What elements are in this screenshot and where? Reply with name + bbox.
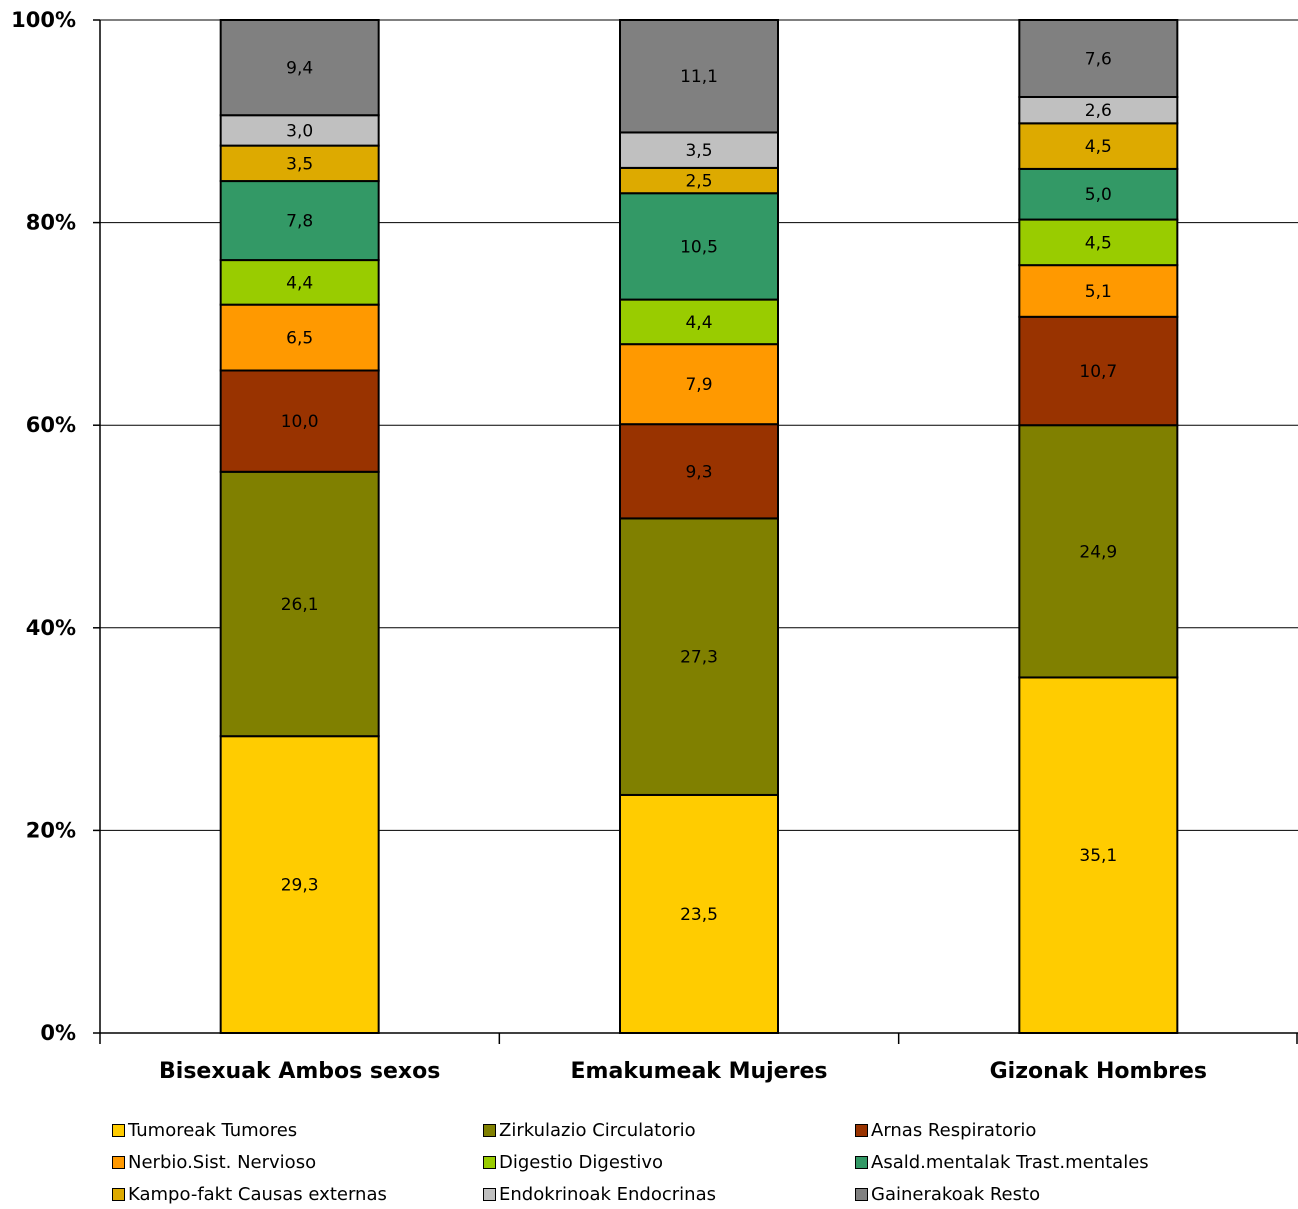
data-label: 4,5: [1085, 137, 1112, 157]
bar-segment: [619, 517, 779, 796]
labels: 0% 20% 40% 60% 80% 100% 29,3 26,1 10,0 6,5 4,4 7,8 3…: [11, 8, 1207, 1084]
data-label: 5,0: [1085, 185, 1112, 205]
legend-item: Asald.mentalak Trast.mentales: [855, 1152, 1149, 1173]
legend-swatch: [112, 1156, 125, 1169]
legend-label: Endokrinoak Endocrinas: [499, 1184, 716, 1205]
data-label: 4,4: [685, 313, 712, 333]
legend-swatch: [855, 1156, 868, 1169]
data-label: 2,6: [1085, 101, 1112, 121]
x-tick-label: Emakumeak Mujeres: [571, 1059, 828, 1084]
x-tick-label: Bisexuak Ambos sexos: [159, 1059, 440, 1084]
bar-segment: [619, 131, 779, 169]
legend-item: Digestio Digestivo: [483, 1152, 663, 1173]
legend-item: Gainerakoak Resto: [855, 1184, 1040, 1205]
legend-item: Zirkulazio Circulatorio: [483, 1120, 696, 1141]
bar-segment: [619, 343, 779, 426]
data-label: 3,5: [685, 141, 712, 161]
x-tick-label: Gizonak Hombres: [990, 1059, 1207, 1084]
legend-swatch: [112, 1188, 125, 1201]
data-label: 2,5: [685, 172, 712, 192]
bar-segment: [619, 423, 779, 520]
data-label: 23,5: [680, 905, 718, 925]
bar-segment: [1018, 424, 1179, 679]
legend-item: Arnas Respiratorio: [855, 1120, 1036, 1141]
bar-segment: [1018, 676, 1179, 1034]
legend-item: Nerbio.Sist. Nervioso: [112, 1152, 316, 1173]
legend-item: Endokrinoak Endocrinas: [483, 1184, 716, 1205]
legend-swatch: [483, 1156, 496, 1169]
data-label: 4,4: [286, 273, 313, 293]
axes: [93, 19, 1298, 1044]
y-tick-label: 0%: [40, 1021, 76, 1045]
bar-segment: [219, 735, 380, 1034]
bar-segment: [219, 114, 380, 147]
data-label: 7,9: [685, 375, 712, 395]
bar-segment: [219, 19, 380, 117]
bar-segments: [219, 19, 1179, 1034]
legend-label: Zirkulazio Circulatorio: [499, 1120, 696, 1141]
y-tick-label: 100%: [11, 8, 76, 32]
legend-label: Arnas Respiratorio: [871, 1120, 1037, 1141]
legend-label: Gainerakoak Resto: [871, 1184, 1041, 1205]
legend-label: Digestio Digestivo: [499, 1152, 663, 1173]
data-label: 7,8: [286, 212, 313, 232]
legend-item: Tumoreak Tumores: [112, 1120, 297, 1141]
data-label: 9,4: [286, 59, 313, 79]
legend-swatch: [855, 1188, 868, 1201]
bar-segment: [619, 19, 779, 134]
data-label: 26,1: [281, 595, 319, 615]
data-label: 24,9: [1079, 542, 1117, 562]
legend-swatch: [483, 1188, 496, 1201]
data-label: 9,3: [685, 462, 712, 482]
data-label: 11,1: [680, 67, 718, 87]
data-label: 27,3: [680, 648, 718, 668]
y-tick-label: 80%: [26, 211, 76, 235]
legend-label: Kampo-fakt Causas externas: [128, 1184, 387, 1205]
legend-label: Nerbio.Sist. Nervioso: [128, 1152, 317, 1173]
legend-item: Kampo-fakt Causas externas: [112, 1184, 387, 1205]
bar-segment: [1018, 122, 1179, 170]
data-label: 10,5: [680, 237, 718, 257]
y-tick-label: 60%: [26, 413, 76, 437]
bar-segment: [1018, 264, 1179, 318]
bar-segment: [1018, 218, 1179, 267]
legend-label: Asald.mentalak Trast.mentales: [871, 1152, 1149, 1173]
bar-segment: [219, 470, 380, 738]
legend-swatch: [483, 1124, 496, 1137]
data-label: 3,5: [286, 154, 313, 174]
bar-segment: [619, 166, 779, 195]
data-label: 4,5: [1085, 233, 1112, 253]
y-tick-label: 40%: [26, 616, 76, 640]
legend-swatch: [855, 1124, 868, 1137]
legend-label: Tumoreak Tumores: [128, 1120, 298, 1141]
bar-segment: [619, 192, 779, 301]
data-label: 3,0: [286, 121, 313, 141]
data-label: 5,1: [1085, 282, 1112, 302]
y-tick-label: 20%: [26, 818, 76, 842]
bar-segment: [1018, 19, 1179, 98]
legend-swatch: [112, 1124, 125, 1137]
data-label: 35,1: [1079, 846, 1117, 866]
data-label: 29,3: [281, 876, 319, 896]
bar-segment: [1018, 315, 1179, 427]
data-label: 7,6: [1085, 49, 1112, 69]
data-label: 10,7: [1079, 362, 1117, 382]
bar-segment: [619, 793, 779, 1034]
data-label: 10,0: [281, 412, 319, 432]
data-label: 6,5: [286, 329, 313, 349]
bar-segment: [619, 298, 779, 346]
